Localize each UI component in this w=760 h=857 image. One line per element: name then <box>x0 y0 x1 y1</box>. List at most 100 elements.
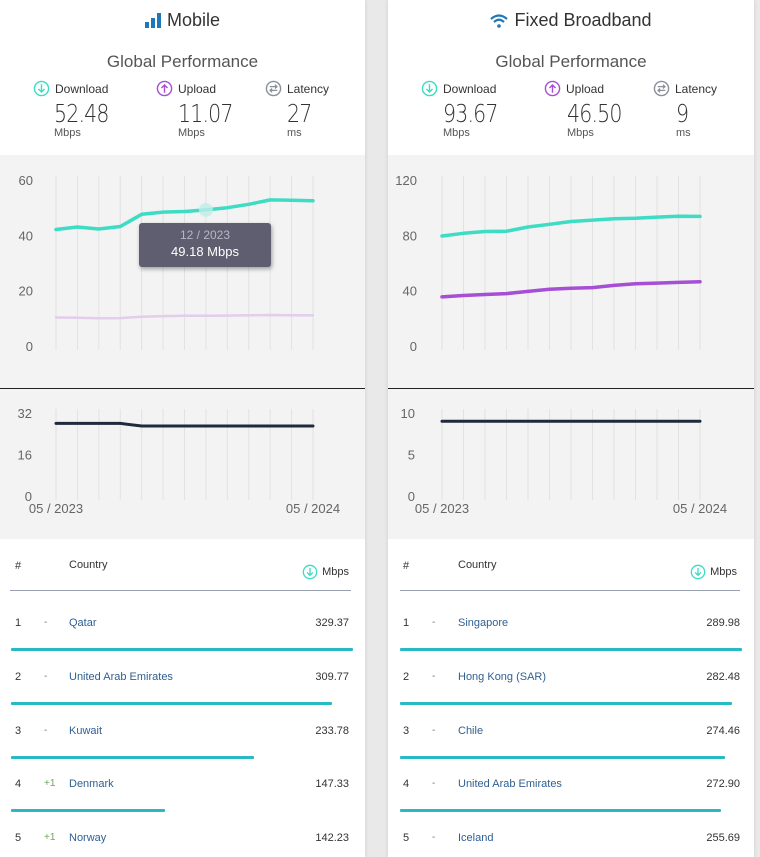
table-header: # Country Mbps <box>0 540 365 591</box>
rank: 2 <box>403 671 410 683</box>
speed-value: 282.48 <box>706 671 740 683</box>
speed-chart[interactable]: 0 40 80 120 <box>388 155 754 389</box>
wifi-icon <box>490 14 509 28</box>
series-line-upload <box>440 279 702 299</box>
latency-metric: Latency 27 ms <box>265 80 365 139</box>
country-link[interactable]: Chile <box>458 725 484 737</box>
latency-metric: Latency 9 ms <box>653 80 754 139</box>
table-row[interactable]: 1 - Qatar 329.37 <box>0 600 365 654</box>
latency-icon <box>265 80 282 97</box>
y-tick-label: 60 <box>19 173 33 188</box>
table-row[interactable]: 3 - Chile 274.46 <box>388 708 754 762</box>
fixed-broadband-panel: Fixed Broadband Global Performance Downl… <box>388 0 754 857</box>
rank-change: - <box>432 617 436 628</box>
table-row[interactable]: 1 - Singapore 289.98 <box>388 600 754 654</box>
metric-unit: Mbps <box>178 127 205 139</box>
metric-unit: ms <box>287 127 302 139</box>
x-tick-label: 05 / 2024 <box>286 501 340 516</box>
panel-title-text: Fixed Broadband <box>514 10 652 30</box>
table-row[interactable]: 5 +1 Norway 142.23 <box>0 815 365 857</box>
country-link[interactable]: Kuwait <box>69 725 103 737</box>
x-tick-label: 05 / 2023 <box>415 501 469 516</box>
speed-value: 147.33 <box>315 778 349 790</box>
mbps-header[interactable]: Mbps <box>690 564 737 580</box>
speed-value: 329.37 <box>315 617 349 629</box>
table-row[interactable]: 4 +1 Denmark 147.33 <box>0 761 365 815</box>
mbps-header-label: Mbps <box>322 566 349 578</box>
table-row[interactable]: 5 - Iceland 255.69 <box>388 815 754 857</box>
header-divider <box>400 590 740 591</box>
rank: 2 <box>15 671 22 683</box>
latency-chart[interactable]: 0 5 10 05 / 2023 05 / 2024 <box>388 389 754 539</box>
metric-unit: Mbps <box>443 127 470 139</box>
speed-bar <box>11 702 332 705</box>
speed-value: 142.23 <box>315 832 349 844</box>
panel-title: Fixed Broadband <box>388 10 754 31</box>
latency-chart[interactable]: 0 16 32 05 / 2023 05 / 2024 <box>0 389 365 539</box>
country-link[interactable]: Qatar <box>69 617 97 629</box>
download-arrow-icon <box>690 564 706 580</box>
country-link[interactable]: United Arab Emirates <box>458 778 562 790</box>
country-link[interactable]: Denmark <box>69 778 114 790</box>
metric-value: 27 <box>287 99 312 128</box>
rank-change: - <box>44 617 48 628</box>
y-tick-label: 32 <box>18 406 32 421</box>
panel-title: Mobile <box>0 10 365 31</box>
rank: 3 <box>403 725 410 737</box>
section-subtitle: Global Performance <box>495 52 647 71</box>
rank-header: # <box>403 560 410 572</box>
rank-change: - <box>432 778 436 789</box>
speed-bar <box>400 648 742 651</box>
country-header: Country <box>69 559 108 571</box>
metric-label: Upload <box>178 81 217 96</box>
y-tick-label: 80 <box>403 228 417 243</box>
speed-value: 272.90 <box>706 778 740 790</box>
table-row[interactable]: 2 - Hong Kong (SAR) 282.48 <box>388 654 754 708</box>
speed-value: 255.69 <box>706 832 740 844</box>
speed-value: 233.78 <box>315 725 349 737</box>
y-tick-label: 120 <box>395 173 417 188</box>
rank: 1 <box>403 617 410 629</box>
speed-bar <box>400 809 721 812</box>
tooltip-value: 49.18 Mbps <box>171 244 239 259</box>
download-metric: Download 52.48 Mbps <box>33 80 143 139</box>
series-line-download <box>54 198 315 232</box>
metric-value: 52.48 <box>54 99 109 128</box>
speed-chart[interactable]: 0 20 40 60 <box>0 155 365 389</box>
latency-icon <box>653 80 670 97</box>
download-metric: Download 93.67 Mbps <box>421 80 531 139</box>
country-link[interactable]: Iceland <box>458 832 494 844</box>
y-tick-label: 5 <box>408 448 415 463</box>
y-tick-label: 0 <box>410 339 417 354</box>
header-divider <box>10 590 351 591</box>
mbps-header[interactable]: Mbps <box>302 564 349 580</box>
y-tick-label: 40 <box>19 228 33 243</box>
table-row[interactable]: 2 - United Arab Emirates 309.77 <box>0 654 365 708</box>
speed-value: 289.98 <box>706 617 740 629</box>
metric-value: 46.50 <box>567 99 622 128</box>
country-link[interactable]: Hong Kong (SAR) <box>458 671 547 683</box>
country-link[interactable]: Singapore <box>458 617 509 629</box>
y-tick-label: 20 <box>19 284 33 299</box>
table-row[interactable]: 4 - United Arab Emirates 272.90 <box>388 761 754 815</box>
upload-metric: Upload 46.50 Mbps <box>544 80 654 139</box>
speed-value: 309.77 <box>315 671 349 683</box>
rank-change: - <box>432 671 436 682</box>
y-tick-label: 0 <box>25 489 32 504</box>
metric-label: Download <box>443 81 497 96</box>
signal-bars-icon <box>144 13 161 28</box>
country-link[interactable]: United Arab Emirates <box>69 671 173 683</box>
country-link[interactable]: Norway <box>69 832 107 844</box>
table-row[interactable]: 3 - Kuwait 233.78 <box>0 708 365 762</box>
table-header: # Country Mbps <box>388 540 754 591</box>
metric-value: 11.07 <box>178 99 233 128</box>
metric-unit: ms <box>676 127 691 139</box>
mobile-panel: Mobile Global Performance Download 52.48… <box>0 0 365 857</box>
metric-label: Upload <box>566 81 605 96</box>
hover-point <box>198 202 213 217</box>
x-tick-label: 05 / 2023 <box>29 501 83 516</box>
upload-metric: Upload 11.07 Mbps <box>156 80 266 139</box>
tooltip-date: 12 / 2023 <box>179 228 231 242</box>
rank-change: - <box>44 725 48 736</box>
metric-label: Latency <box>675 81 718 96</box>
